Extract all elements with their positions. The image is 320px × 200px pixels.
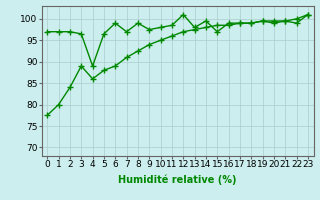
X-axis label: Humidité relative (%): Humidité relative (%) [118,175,237,185]
